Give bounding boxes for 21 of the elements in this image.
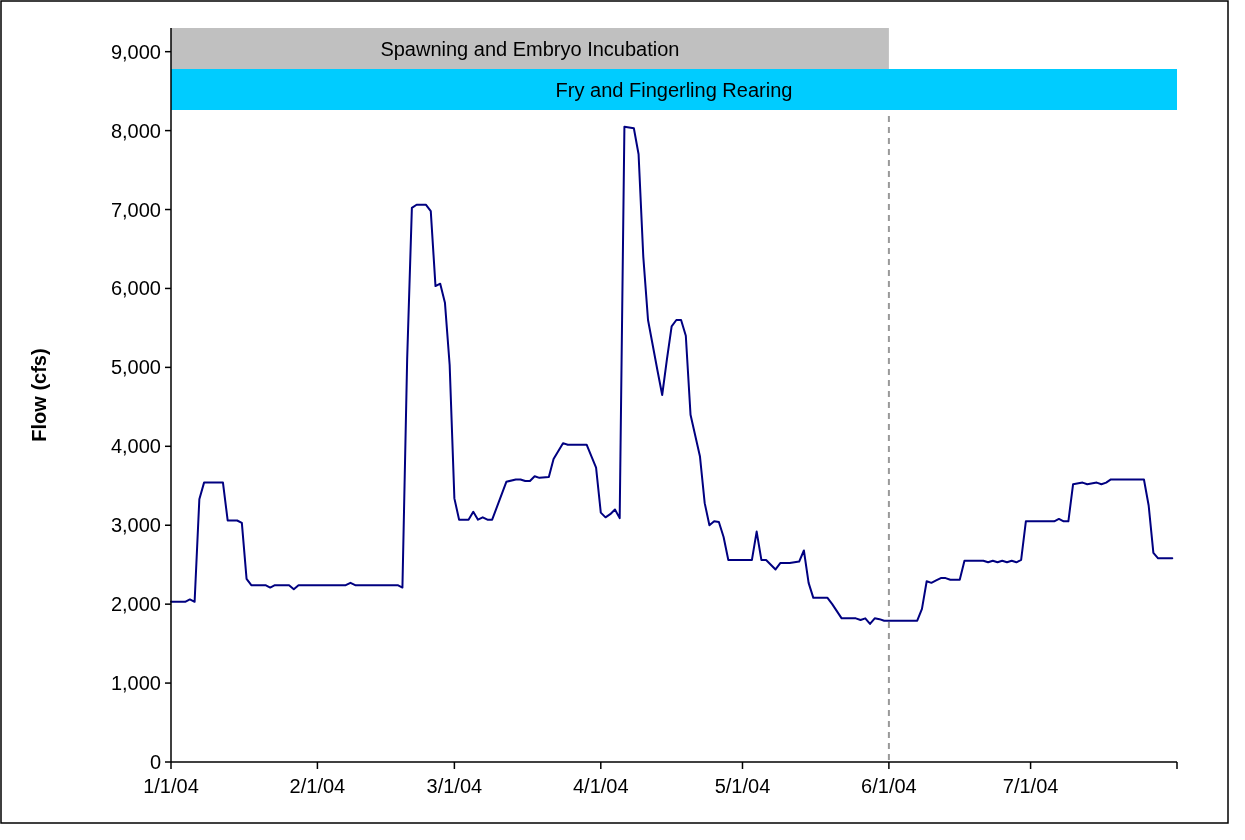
x-tick-label: 6/1/04 bbox=[861, 775, 917, 797]
x-tick-label: 5/1/04 bbox=[714, 775, 771, 797]
y-tick-label: 2,000 bbox=[110, 593, 161, 616]
x-tick-label: 2/1/04 bbox=[289, 775, 346, 797]
y-tick-label: 0 bbox=[149, 751, 161, 773]
y-tick-label: 7,000 bbox=[110, 198, 161, 221]
x-tick-label: 1/1/04 bbox=[143, 775, 199, 797]
band-label: Fry and Fingerling Rearing bbox=[555, 78, 793, 101]
y-tick-label: 9,000 bbox=[110, 40, 161, 63]
x-tick-label: 7/1/04 bbox=[1002, 775, 1059, 797]
x-tick-label: 3/1/04 bbox=[426, 775, 483, 797]
y-tick-label: 8,000 bbox=[110, 119, 161, 142]
line-series bbox=[170, 125, 1174, 625]
y-tick-label: 6,000 bbox=[110, 277, 161, 300]
y-tick-label: 1,000 bbox=[110, 672, 161, 695]
x-tick-label: 4/1/04 bbox=[572, 775, 629, 797]
y-axis-title: Flow (cfs) bbox=[28, 348, 50, 442]
band-label: Spawning and Embryo Incubation bbox=[380, 37, 680, 60]
y-tick-label: 4,000 bbox=[110, 435, 161, 458]
y-tick-label: 3,000 bbox=[110, 514, 161, 537]
y-tick-label: 5,000 bbox=[110, 356, 161, 379]
